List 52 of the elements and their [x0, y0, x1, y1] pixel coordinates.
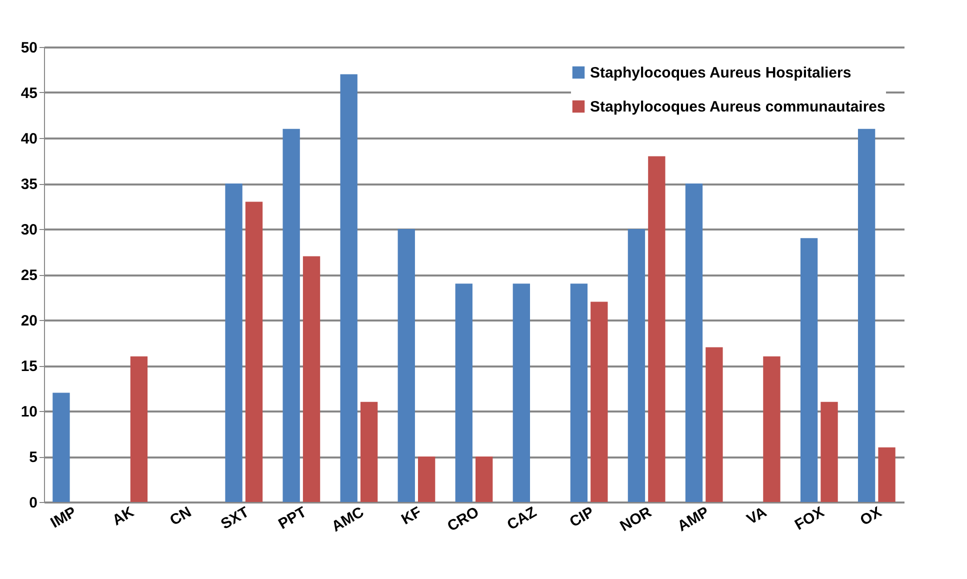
x-tick-label: CIP [566, 504, 598, 531]
bar [648, 156, 666, 502]
x-tick-label: OX [857, 504, 885, 530]
x-tick-label: AK [110, 504, 137, 530]
bar [706, 347, 723, 502]
y-tick-label: 50 [20, 40, 38, 56]
bar [628, 229, 646, 502]
x-tick-label: PPT [276, 504, 310, 533]
bar [858, 128, 876, 502]
bar [282, 128, 300, 502]
x-tick-label: FOX [792, 504, 828, 534]
x-tick-label: CAZ [504, 504, 540, 534]
y-tick-label: 10 [20, 404, 38, 420]
bar [360, 402, 378, 502]
x-tick-label: AMP [674, 504, 712, 536]
bar [340, 74, 358, 502]
bar [878, 447, 896, 502]
y-tick-label: 25 [20, 267, 38, 284]
y-tick-label: 40 [20, 130, 38, 148]
x-tick-label: NOR [617, 504, 655, 536]
bar [512, 284, 530, 502]
y-tick-label: 0 [29, 494, 38, 512]
bar [245, 202, 263, 502]
x-tick-label: CRO [444, 503, 482, 536]
x-tick-label: IMP [48, 504, 80, 532]
x-tick-label: AMC [328, 504, 368, 536]
y-tick-label: 45 [20, 85, 38, 102]
bar [590, 302, 608, 502]
bar [225, 184, 242, 502]
y-tick-label: 15 [20, 358, 38, 375]
bar [455, 284, 472, 502]
bar [476, 456, 493, 502]
bar [570, 284, 588, 502]
y-tick-label: 30 [20, 222, 38, 238]
x-tick-label: VA [744, 504, 770, 528]
legend-label: Staphylocoques Aureus Hospitaliers [590, 64, 852, 82]
bar [398, 229, 415, 502]
bar [820, 402, 838, 502]
bar [685, 184, 703, 502]
x-tick-label: CN [167, 504, 194, 530]
y-tick-label: 35 [20, 176, 38, 193]
x-tick-label: SXT [218, 504, 252, 533]
bar [52, 392, 70, 502]
x-tick-label: KF [398, 504, 424, 528]
y-tick-label: 5 [29, 449, 38, 466]
bar [302, 256, 320, 502]
bar [800, 238, 818, 502]
legend-label: Staphylocoques Aureus communautaires [590, 98, 886, 116]
bar [418, 456, 436, 502]
y-tick-label: 20 [20, 312, 38, 330]
bar [130, 356, 148, 502]
bar [763, 356, 780, 502]
